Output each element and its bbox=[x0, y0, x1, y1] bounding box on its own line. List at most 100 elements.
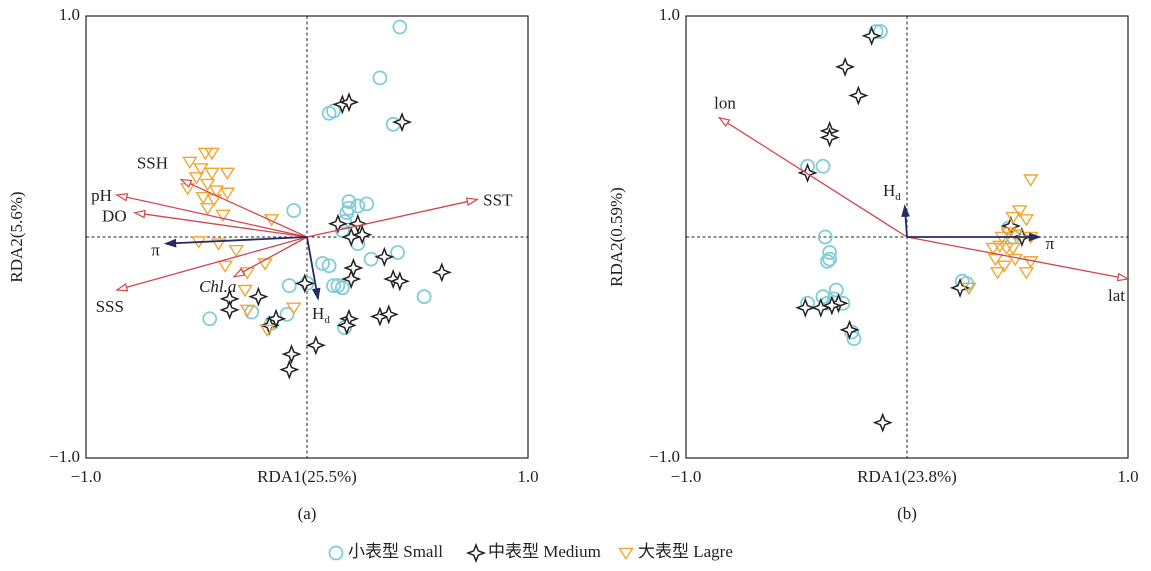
arrow-label: SST bbox=[483, 190, 513, 209]
point-circle bbox=[337, 320, 352, 336]
point-triangle bbox=[1005, 242, 1021, 256]
point-star bbox=[219, 299, 240, 321]
point-circle bbox=[359, 196, 375, 212]
point-star bbox=[327, 213, 349, 234]
point-triangle bbox=[182, 156, 198, 170]
point-star bbox=[378, 304, 399, 325]
point-circle bbox=[339, 205, 355, 221]
arrow-head bbox=[163, 238, 177, 248]
point-triangle bbox=[1022, 174, 1039, 187]
point-circle bbox=[328, 545, 344, 561]
arrow-shaft bbox=[306, 198, 478, 238]
legend-label: 中表型 Medium bbox=[488, 542, 601, 561]
arrow-shaft bbox=[906, 236, 1129, 280]
arrow-label-text: π bbox=[151, 241, 160, 260]
point-triangle bbox=[257, 258, 273, 271]
point-star bbox=[819, 127, 840, 148]
point-circle bbox=[321, 258, 337, 274]
point-triangle bbox=[215, 209, 231, 223]
point-circle bbox=[202, 311, 218, 327]
point-triangle bbox=[1000, 227, 1017, 240]
arrow-head bbox=[1116, 272, 1130, 282]
point-circle bbox=[828, 282, 844, 298]
panel-caption: (a) bbox=[298, 504, 317, 523]
panel: −1.0 1.0 −1.0 1.0 RDA1(23.8%) RDA2(0.59%) (b) l… bbox=[607, 5, 1139, 523]
arrow-label-text: SSH bbox=[137, 153, 168, 172]
x-axis-label: RDA1(25.5%) bbox=[257, 467, 357, 486]
arrow-label: Hd bbox=[883, 181, 901, 203]
point-triangle bbox=[996, 260, 1013, 273]
point-triangle bbox=[237, 284, 253, 298]
point-triangle bbox=[989, 267, 1006, 280]
arrow-head bbox=[115, 283, 129, 292]
point-star bbox=[431, 262, 452, 283]
point-circle bbox=[334, 280, 350, 296]
arrow-head bbox=[132, 209, 146, 219]
arrow-label: SSS bbox=[96, 297, 124, 316]
point-circle bbox=[390, 245, 406, 260]
panel-caption: (b) bbox=[897, 504, 917, 523]
point-star bbox=[821, 295, 842, 316]
legend-label: 小表型 Small bbox=[348, 542, 443, 561]
arrow-head bbox=[901, 204, 910, 217]
y-tick-label: 1.0 bbox=[59, 5, 80, 24]
point-circle bbox=[822, 245, 838, 260]
point-star bbox=[872, 412, 893, 433]
point-star bbox=[835, 56, 856, 77]
point-circle bbox=[844, 324, 860, 340]
point-circle bbox=[286, 203, 302, 218]
point-star bbox=[248, 286, 269, 307]
point-star bbox=[383, 268, 404, 290]
point-star bbox=[839, 319, 860, 340]
point-star bbox=[347, 213, 368, 234]
point-triangle bbox=[1007, 253, 1024, 267]
point-circle bbox=[817, 229, 833, 245]
arrow-label-text: H bbox=[883, 181, 895, 200]
arrow-label-text: SST bbox=[483, 190, 513, 209]
point-star bbox=[343, 257, 364, 279]
arrow-head bbox=[115, 193, 129, 202]
point-star bbox=[305, 335, 326, 356]
legend-label: 大表型 Lagre bbox=[638, 542, 733, 561]
point-circle bbox=[873, 24, 888, 39]
point-triangle bbox=[204, 147, 220, 161]
point-circle bbox=[341, 194, 357, 210]
arrow-label-text: Chl.a bbox=[199, 277, 236, 296]
point-triangle bbox=[217, 260, 233, 273]
point-triangle bbox=[985, 242, 1001, 256]
point-triangle bbox=[199, 178, 216, 192]
arrow-label-text: SSS bbox=[96, 297, 124, 316]
panel: −1.0 1.0 −1.0 1.0 RDA1(25.5%) RDA2(5.6%) (a) SS… bbox=[7, 5, 539, 523]
point-triangle bbox=[199, 203, 216, 216]
y-tick-label: 1.0 bbox=[659, 5, 680, 24]
point-triangle bbox=[219, 187, 236, 200]
point-star bbox=[294, 273, 315, 294]
point-star bbox=[465, 542, 487, 564]
point-circle bbox=[815, 158, 831, 174]
x-tick-label: 1.0 bbox=[517, 467, 538, 486]
point-triangle bbox=[195, 191, 211, 205]
y-axis-label: RDA2(0.59%) bbox=[607, 187, 626, 287]
point-triangle bbox=[210, 238, 227, 251]
arrow-label-text: pH bbox=[91, 186, 112, 205]
point-circle bbox=[392, 19, 408, 35]
point-triangle bbox=[1011, 205, 1028, 218]
y-tick-label: −1.0 bbox=[649, 447, 680, 466]
arrow-head bbox=[717, 116, 731, 128]
point-triangle bbox=[188, 172, 205, 185]
point-triangle bbox=[228, 245, 245, 258]
point-star bbox=[795, 297, 816, 318]
arrow-head bbox=[1029, 232, 1042, 242]
point-triangle bbox=[285, 302, 302, 315]
point-triangle bbox=[1018, 267, 1035, 280]
arrow-label: lat bbox=[1108, 286, 1125, 305]
point-circle bbox=[822, 251, 838, 267]
arrow-label-subscript: d bbox=[324, 313, 330, 325]
point-star bbox=[861, 25, 882, 47]
point-triangle bbox=[239, 304, 256, 318]
arrow-head bbox=[179, 178, 193, 188]
x-tick-label: 1.0 bbox=[1117, 467, 1138, 486]
point-triangle bbox=[987, 253, 1004, 267]
arrow-label-text: lon bbox=[714, 94, 736, 113]
